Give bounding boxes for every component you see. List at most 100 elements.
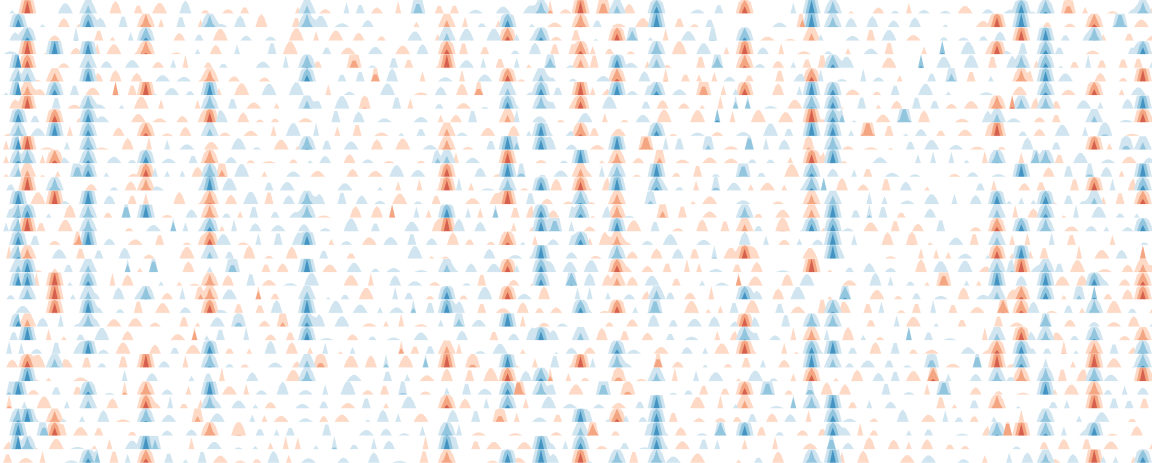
horizon-row-25	[0, 326, 1152, 341]
horizon-band-neg-1	[0, 435, 1152, 450]
horizon-row-15	[0, 190, 1152, 205]
horizon-band-neg-2	[12, 68, 1052, 82]
horizon-row-13	[0, 163, 1152, 178]
horizon-band-neg-3	[0, 313, 1152, 327]
horizon-band-pos-1	[0, 272, 1152, 286]
horizon-band-pos-2	[48, 68, 1149, 82]
horizon-row-12	[0, 149, 1152, 164]
horizon-band-neg-2	[0, 435, 1152, 450]
horizon-band-neg-1	[0, 95, 1152, 109]
horizon-row-34	[0, 449, 1152, 463]
horizon-band-neg-2	[12, 13, 1128, 28]
horizon-band-neg-1	[9, 0, 1152, 14]
horizon-row-2	[0, 13, 1152, 28]
horizon-band-neg-1	[0, 326, 1152, 341]
horizon-row-7	[0, 81, 1152, 96]
horizon-row-20	[0, 258, 1152, 273]
horizon-row-32	[0, 422, 1152, 436]
horizon-band-pos-2	[0, 81, 1152, 96]
horizon-band-pos-1	[3, 122, 1140, 137]
horizon-row-24	[0, 313, 1152, 327]
horizon-row-9	[0, 108, 1152, 123]
horizon-band-neg-1	[9, 108, 1134, 123]
horizon-band-pos-1	[0, 258, 1152, 273]
horizon-row-26	[0, 340, 1152, 355]
horizon-row-27	[0, 354, 1152, 368]
horizon-band-pos-3	[504, 69, 1146, 82]
horizon-band-pos-1	[0, 190, 1152, 205]
horizon-band-neg-1	[9, 163, 1152, 178]
horizon-row-28	[0, 367, 1152, 382]
horizon-band-pos-1	[6, 245, 1146, 259]
horizon-band-pos-1	[18, 0, 1152, 14]
horizon-band-pos-1	[3, 163, 1125, 178]
horizon-band-pos-1	[33, 68, 1152, 82]
horizon-row-17	[0, 217, 1152, 232]
horizon-row-22	[0, 285, 1152, 300]
horizon-band-pos-1	[45, 108, 1152, 123]
horizon-band-pos-1	[0, 40, 1152, 55]
horizon-band-neg-1	[0, 204, 1152, 218]
horizon-row-19	[0, 245, 1152, 259]
horizon-band-neg-1	[9, 13, 1128, 28]
horizon-row-8	[0, 95, 1152, 109]
horizon-band-neg-1	[9, 54, 1152, 69]
horizon-band-neg-2	[12, 122, 1110, 137]
horizon-band-pos-3	[51, 108, 1146, 123]
horizon-band-pos-3	[0, 317, 1152, 327]
horizon-row-5	[0, 54, 1152, 69]
horizon-row-31	[0, 408, 1152, 423]
horizon-band-pos-2	[0, 95, 1152, 109]
horizon-band-pos-1	[0, 367, 1152, 382]
horizon-row-21	[0, 272, 1152, 286]
horizon-band-pos-1	[0, 313, 1152, 327]
horizon-row-16	[0, 204, 1152, 218]
horizon-band-neg-1	[0, 81, 1152, 96]
horizon-band-neg-2	[82, 340, 1149, 355]
horizon-band-neg-3	[15, 113, 836, 123]
horizon-row-29	[0, 381, 1152, 395]
horizon-band-neg-1	[0, 367, 1152, 382]
horizon-band-pos-2	[0, 40, 1152, 55]
horizon-band-neg-1	[9, 68, 1073, 82]
horizon-row-6	[0, 68, 1152, 82]
horizon-band-pos-3	[613, 418, 621, 423]
horizon-band-pos-1	[0, 449, 1152, 463]
horizon-row-23	[0, 299, 1152, 314]
horizon-band-neg-2	[12, 108, 1101, 123]
horizon-band-neg-3	[504, 395, 836, 409]
horizon-band-pos-1	[45, 299, 1152, 314]
horizon-band-neg-2	[82, 394, 839, 409]
horizon-band-neg-2	[82, 0, 1149, 14]
horizon-band-pos-2	[6, 394, 1101, 409]
horizon-band-pos-1	[45, 285, 1152, 300]
horizon-row-3	[0, 27, 1152, 41]
horizon-band-neg-1	[21, 394, 1134, 409]
horizon-row-14	[0, 177, 1152, 191]
horizon-band-neg-1	[9, 245, 1128, 259]
horizon-band-neg-1	[0, 313, 1152, 327]
horizon-row-18	[0, 231, 1152, 246]
horizon-band-pos-1	[0, 136, 1152, 150]
horizon-band-neg-2	[0, 313, 1152, 327]
horizon-band-pos-2	[48, 108, 1149, 123]
horizon-band-neg-1	[15, 299, 1137, 314]
horizon-band-pos-1	[0, 81, 1152, 96]
horizon-band-neg-3	[85, 71, 1049, 82]
horizon-band-pos-1	[0, 27, 1152, 41]
horizon-band-neg-1	[6, 177, 1152, 191]
horizon-band-neg-1	[0, 258, 1152, 273]
horizon-row-1	[0, 0, 1152, 14]
horizon-band-neg-2	[0, 190, 1152, 205]
horizon-band-neg-1	[0, 190, 1152, 205]
horizon-row-4	[0, 40, 1152, 55]
horizon-band-neg-1	[0, 422, 1152, 436]
horizon-band-neg-2	[0, 272, 1152, 286]
horizon-band-pos-1	[0, 326, 1152, 341]
horizon-band-neg-1	[6, 340, 1152, 355]
horizon-row-11	[0, 136, 1152, 150]
horizon-band-pos-1	[0, 381, 1152, 395]
horizon-band-pos-2	[0, 313, 1152, 327]
horizon-band-pos-2	[0, 449, 1152, 463]
